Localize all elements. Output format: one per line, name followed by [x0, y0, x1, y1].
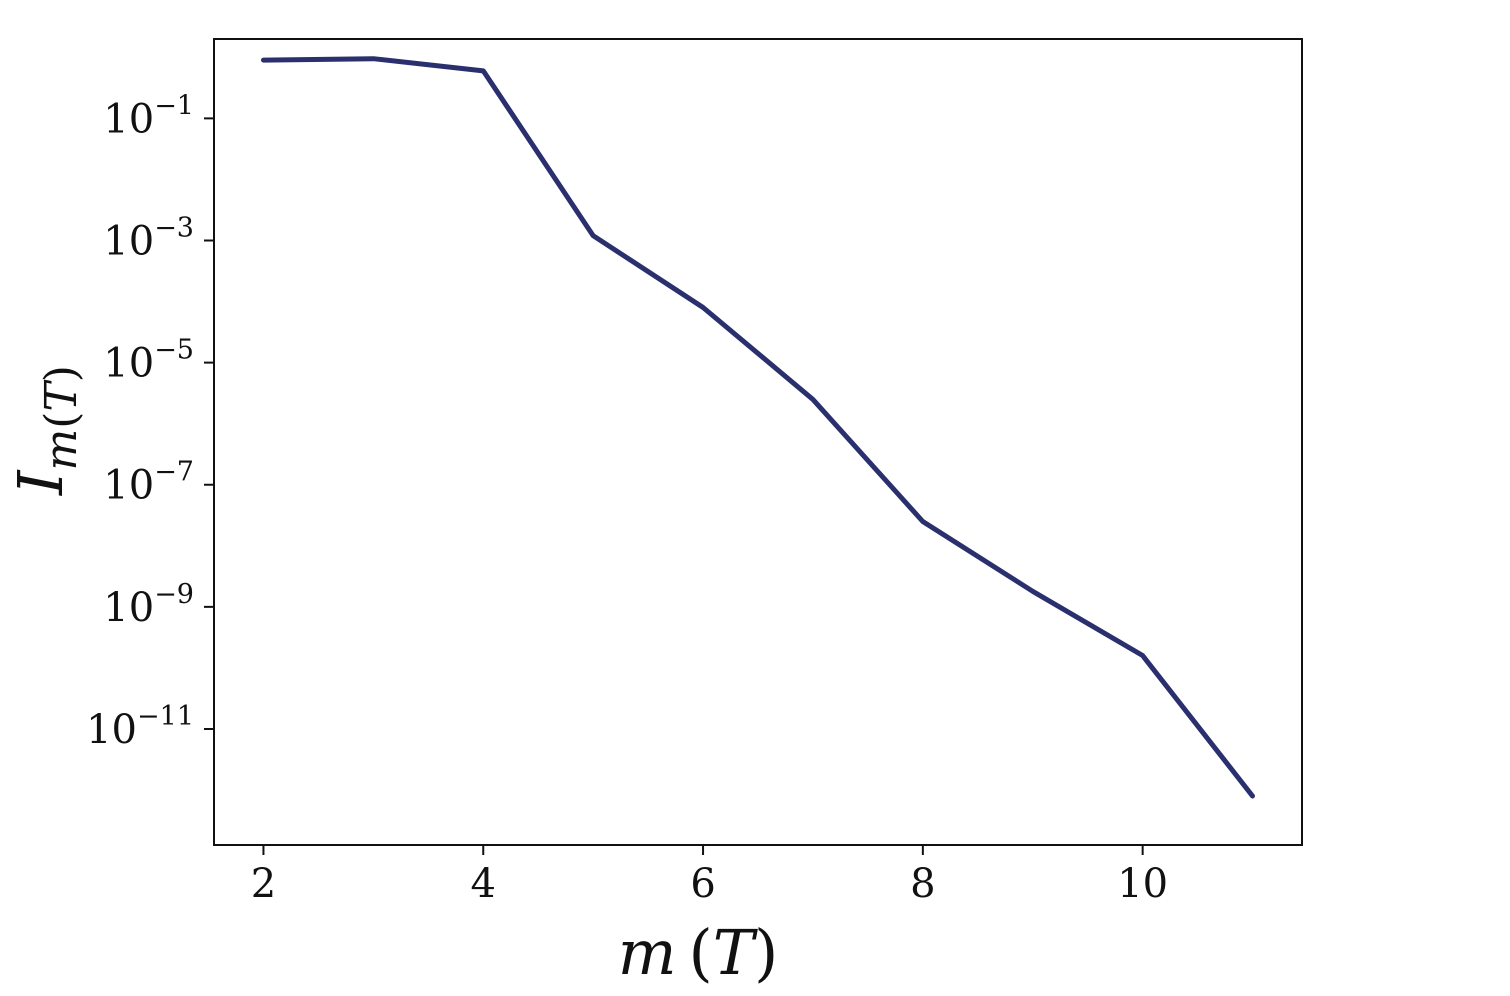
- y-tick-label: 10−1: [103, 90, 194, 142]
- y-tick-label: 10−5: [103, 335, 194, 387]
- y-axis-label: Im(T): [4, 365, 87, 496]
- x-tick-label: 4: [471, 861, 496, 907]
- x-axis-ticks: 2 4 6 8 10: [251, 845, 1168, 907]
- x-tick-label: 6: [690, 861, 715, 907]
- x-tick-label: 10: [1117, 861, 1168, 907]
- series-line: [261, 56, 1255, 799]
- x-tick-label: 8: [910, 861, 935, 907]
- x-axis-label: m (T): [618, 916, 779, 989]
- y-tick-label: 10−7: [103, 457, 194, 509]
- plot-frame: [213, 38, 1303, 846]
- y-tick-label: 10−11: [86, 701, 194, 753]
- y-axis-ticks: 10−1 10−3 10−5 10−7 10−9 10−11: [86, 90, 214, 753]
- y-tick-label: 10−9: [103, 579, 194, 631]
- y-tick-label: 10−3: [103, 213, 194, 265]
- series-layer: [261, 56, 1255, 799]
- x-tick-label: 2: [251, 861, 276, 907]
